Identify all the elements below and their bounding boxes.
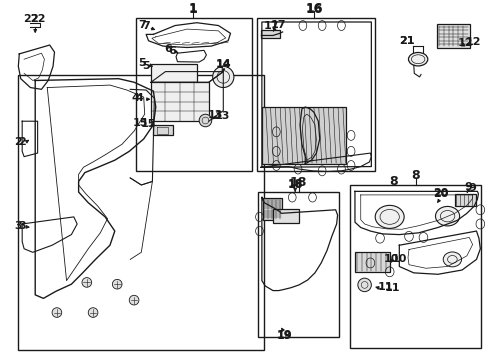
Text: 1: 1 (189, 3, 198, 16)
Text: 3: 3 (15, 221, 22, 231)
Text: 10: 10 (384, 254, 399, 264)
Bar (18, 75, 264, 350)
Bar (151, 82, 209, 121)
Text: 16: 16 (306, 3, 323, 15)
Text: 4: 4 (136, 93, 144, 103)
Ellipse shape (436, 206, 460, 226)
Text: 15: 15 (133, 118, 148, 128)
Text: 19: 19 (277, 330, 293, 340)
Bar (273, 209, 299, 223)
Bar (263, 198, 282, 220)
Text: 15: 15 (141, 119, 156, 129)
Circle shape (88, 308, 98, 318)
Text: 14: 14 (216, 59, 231, 69)
Text: 21: 21 (399, 36, 415, 46)
Text: 11: 11 (385, 283, 400, 293)
Ellipse shape (375, 205, 404, 228)
Text: 13: 13 (215, 111, 230, 121)
Ellipse shape (409, 53, 428, 66)
Text: 18: 18 (290, 176, 307, 189)
Text: 5: 5 (139, 58, 146, 68)
Circle shape (112, 279, 122, 289)
Text: 17: 17 (271, 20, 287, 30)
Text: 20: 20 (433, 189, 448, 199)
Text: 8: 8 (389, 175, 398, 188)
Circle shape (82, 278, 92, 287)
Text: 21: 21 (399, 36, 415, 46)
Text: 10: 10 (392, 255, 407, 264)
Circle shape (52, 308, 62, 318)
Text: 9: 9 (465, 183, 472, 193)
Text: 7: 7 (138, 20, 146, 30)
Text: 18: 18 (288, 179, 303, 189)
Text: 7: 7 (142, 21, 149, 31)
Text: 20: 20 (433, 188, 448, 198)
Text: 1: 1 (189, 3, 198, 15)
Bar (153, 125, 172, 135)
Text: 9: 9 (468, 183, 476, 193)
Ellipse shape (443, 252, 462, 267)
Circle shape (199, 114, 212, 127)
Bar (437, 24, 470, 48)
Text: 22: 22 (23, 14, 38, 24)
Text: 6: 6 (168, 46, 175, 56)
Bar (262, 107, 346, 164)
Text: 2: 2 (18, 137, 26, 147)
Bar (261, 30, 280, 37)
Text: 11: 11 (378, 282, 393, 292)
Text: 16: 16 (306, 3, 323, 16)
Bar (137, 18, 252, 171)
Circle shape (358, 278, 371, 292)
Text: 5: 5 (142, 60, 150, 71)
Text: 19: 19 (277, 330, 293, 341)
Bar (350, 185, 481, 348)
Text: 22: 22 (30, 14, 46, 24)
Text: 4: 4 (132, 93, 140, 103)
Text: 8: 8 (412, 169, 420, 182)
Text: 13: 13 (207, 110, 223, 120)
Circle shape (213, 66, 234, 87)
Text: 14: 14 (216, 59, 231, 69)
Text: 18: 18 (288, 180, 303, 190)
Bar (355, 252, 390, 272)
Bar (258, 192, 339, 337)
Bar (257, 18, 375, 171)
Text: 2: 2 (14, 138, 22, 148)
Text: 12: 12 (458, 38, 474, 48)
Text: 12: 12 (466, 37, 481, 47)
Text: 6: 6 (164, 44, 171, 54)
Text: 17: 17 (263, 21, 279, 31)
Text: 3: 3 (19, 221, 26, 231)
Circle shape (129, 295, 139, 305)
Bar (455, 194, 476, 206)
Bar (151, 64, 197, 81)
